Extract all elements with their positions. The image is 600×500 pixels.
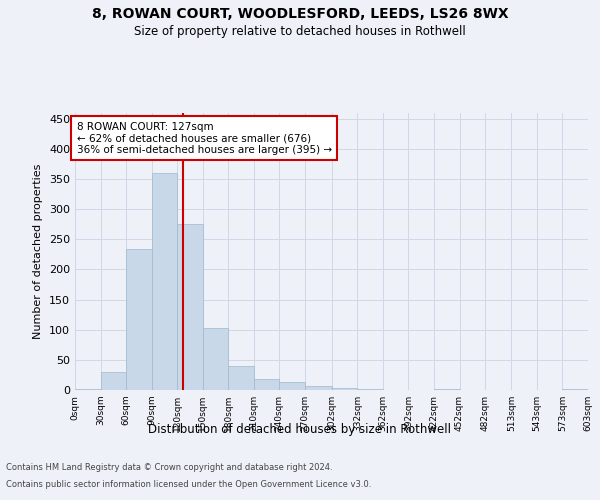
Bar (203, 328, 228, 390)
Bar (305, 386, 332, 390)
Bar (254, 378, 279, 390)
Bar (228, 366, 254, 390)
Text: 8, ROWAN COURT, WOODLESFORD, LEEDS, LS26 8WX: 8, ROWAN COURT, WOODLESFORD, LEEDS, LS26… (92, 8, 508, 22)
Text: Size of property relative to detached houses in Rothwell: Size of property relative to detached ho… (134, 25, 466, 38)
Bar (332, 388, 358, 390)
Y-axis label: Number of detached properties: Number of detached properties (34, 164, 43, 339)
Bar (279, 382, 305, 390)
Text: Contains HM Land Registry data © Crown copyright and database right 2024.: Contains HM Land Registry data © Crown c… (6, 462, 332, 471)
Text: 8 ROWAN COURT: 127sqm
← 62% of detached houses are smaller (676)
36% of semi-det: 8 ROWAN COURT: 127sqm ← 62% of detached … (77, 122, 332, 154)
Bar (126, 249, 152, 390)
Bar (75, 389, 101, 390)
Bar (101, 372, 126, 390)
Text: Contains public sector information licensed under the Open Government Licence v3: Contains public sector information licen… (6, 480, 371, 489)
Bar (177, 224, 203, 390)
Bar (152, 173, 177, 390)
Text: Distribution of detached houses by size in Rothwell: Distribution of detached houses by size … (149, 422, 452, 436)
